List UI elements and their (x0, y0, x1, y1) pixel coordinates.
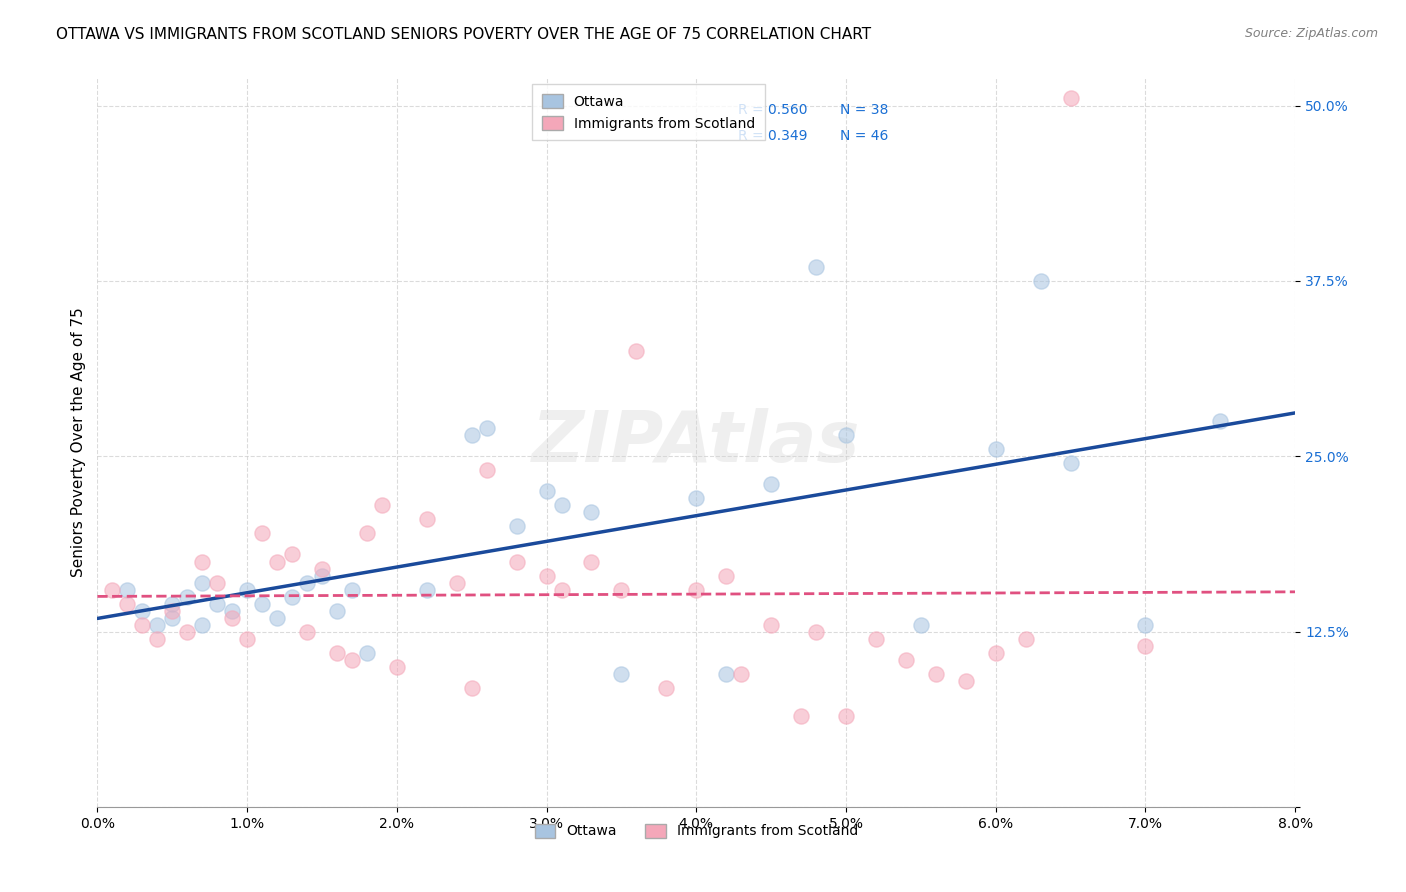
Point (385, 659, 408, 673)
Point (191, 617, 214, 632)
Text: Source: ZipAtlas.com: Source: ZipAtlas.com (1244, 27, 1378, 40)
Point (416, 582, 439, 597)
Point (160, 597, 183, 611)
Y-axis label: Seniors Poverty Over the Age of 75: Seniors Poverty Over the Age of 75 (72, 308, 86, 577)
Point (716, 666, 738, 681)
Point (205, 597, 228, 611)
Point (340, 582, 363, 597)
Point (1209, 414, 1232, 428)
Point (536, 568, 558, 582)
Point (716, 568, 738, 582)
Point (326, 646, 349, 660)
Point (416, 512, 439, 526)
Point (371, 499, 394, 513)
Point (146, 632, 169, 646)
Point (759, 477, 782, 491)
Text: R = 0.560: R = 0.560 (738, 103, 807, 117)
Point (835, 709, 858, 723)
Point (176, 590, 198, 604)
Point (460, 681, 482, 695)
Point (759, 617, 782, 632)
Point (1135, 617, 1157, 632)
Point (295, 624, 318, 639)
Point (581, 505, 603, 519)
Point (505, 554, 527, 568)
Point (790, 709, 813, 723)
Point (131, 617, 153, 632)
Point (191, 575, 214, 590)
Text: N = 38: N = 38 (839, 103, 889, 117)
Point (281, 590, 304, 604)
Point (610, 666, 633, 681)
Point (1029, 274, 1052, 288)
Text: R = 0.349: R = 0.349 (738, 128, 807, 143)
Point (191, 554, 214, 568)
Point (1135, 639, 1157, 653)
Point (146, 617, 169, 632)
Text: ZIPAtlas: ZIPAtlas (531, 408, 860, 476)
Point (1059, 456, 1081, 470)
Point (730, 666, 752, 681)
Point (160, 610, 183, 624)
Point (536, 484, 558, 499)
Point (266, 610, 288, 624)
Point (221, 604, 243, 618)
Point (865, 632, 887, 646)
Point (610, 582, 633, 597)
Point (356, 646, 378, 660)
Point (356, 526, 378, 541)
Point (581, 554, 603, 568)
Point (176, 624, 198, 639)
Point (326, 604, 349, 618)
Point (984, 646, 1007, 660)
Point (925, 666, 948, 681)
Point (446, 575, 468, 590)
Point (804, 260, 827, 274)
Point (894, 653, 917, 667)
Point (550, 582, 572, 597)
Legend: Ottawa, Immigrants from Scotland: Ottawa, Immigrants from Scotland (529, 818, 863, 844)
Point (475, 463, 498, 477)
Point (984, 442, 1007, 457)
Point (250, 526, 273, 541)
Text: OTTAWA VS IMMIGRANTS FROM SCOTLAND SENIORS POVERTY OVER THE AGE OF 75 CORRELATIO: OTTAWA VS IMMIGRANTS FROM SCOTLAND SENIO… (56, 27, 872, 42)
Point (131, 604, 153, 618)
Point (311, 561, 333, 575)
Point (236, 632, 259, 646)
Point (835, 428, 858, 442)
Point (117, 582, 139, 597)
Point (266, 554, 288, 568)
Point (626, 344, 648, 359)
Point (295, 575, 318, 590)
Point (1015, 632, 1038, 646)
Point (475, 421, 498, 435)
Point (505, 519, 527, 533)
Point (1059, 91, 1081, 105)
Point (685, 582, 707, 597)
Point (550, 499, 572, 513)
Point (160, 604, 183, 618)
Point (910, 617, 932, 632)
Point (685, 491, 707, 506)
Point (955, 673, 977, 688)
Point (250, 597, 273, 611)
Point (101, 582, 124, 597)
Point (460, 428, 482, 442)
Point (311, 568, 333, 582)
Point (117, 597, 139, 611)
Text: N = 46: N = 46 (839, 128, 889, 143)
Point (804, 624, 827, 639)
Point (236, 582, 259, 597)
Point (340, 653, 363, 667)
Point (221, 610, 243, 624)
Point (655, 681, 678, 695)
Point (205, 575, 228, 590)
Point (281, 548, 304, 562)
